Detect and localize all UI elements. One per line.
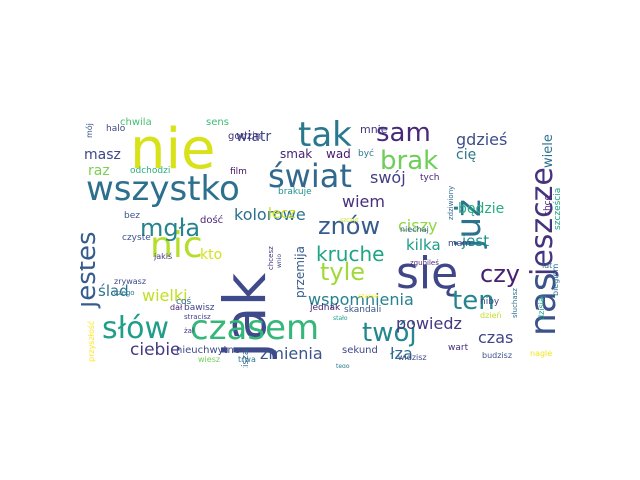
word: wiem [342, 192, 385, 211]
word: być [358, 149, 374, 159]
word: będzie [458, 201, 505, 217]
word: powiedz [396, 314, 462, 333]
word: zrywasz [114, 277, 147, 286]
word: nieuchwytne [176, 345, 240, 356]
word: szczęścia [553, 187, 560, 230]
word: twój [362, 318, 417, 348]
word: godzin [228, 131, 262, 142]
word: nagle [530, 349, 553, 358]
word: niby [480, 297, 500, 307]
word: biegiem [551, 263, 560, 296]
word: skandali [344, 305, 382, 315]
word: wielki [142, 286, 188, 305]
word: świat [268, 157, 352, 195]
word: mgła [140, 214, 201, 242]
word: raz [88, 163, 110, 179]
word: sens [206, 117, 229, 128]
word: wart [448, 343, 469, 353]
word: mnie [360, 123, 388, 136]
word: wszystko [86, 169, 240, 209]
word: dość [200, 215, 224, 226]
word: mój [85, 123, 94, 138]
word: sekund [342, 345, 378, 356]
word: sam [376, 118, 431, 148]
word: brakuje [278, 187, 312, 197]
word: przyszłość [87, 320, 96, 362]
word: przemija [293, 246, 307, 298]
word: odchodzi [130, 166, 171, 176]
word: budzisz [482, 351, 513, 360]
word: coś [176, 297, 192, 307]
word: łza [390, 344, 413, 363]
word: trwa [238, 355, 256, 364]
word: wiele [541, 134, 556, 168]
word: nic [150, 225, 203, 266]
word: czyste [122, 233, 151, 243]
word: masz [84, 147, 121, 163]
word: ciszy [398, 216, 438, 235]
word: znów [318, 212, 381, 240]
word: halo [106, 124, 126, 134]
word: zgubileś [410, 259, 439, 267]
word: żal [184, 327, 194, 335]
word: ten [452, 286, 495, 316]
word: tak [298, 115, 352, 155]
word: zmienia [260, 344, 323, 363]
word: gdzieś [456, 130, 508, 149]
word: tego [336, 363, 350, 369]
word: kilka [406, 236, 441, 254]
word-cloud: nie jak się wszystko czasem świat tak ju… [80, 108, 560, 368]
word: dał [170, 303, 183, 312]
word: chwila [120, 117, 152, 128]
word: jest [462, 232, 490, 250]
word: stracisz [184, 313, 211, 321]
word: bawisz [184, 303, 215, 313]
word: dzień [480, 311, 502, 320]
word: słuchasz [511, 288, 519, 318]
word: czego [114, 289, 135, 297]
word: wiesz [198, 355, 221, 364]
word: wnio [276, 253, 283, 268]
word: swój [370, 168, 406, 187]
word: wad [326, 147, 351, 161]
word: ślad [98, 282, 129, 300]
word: nie [130, 117, 216, 182]
word: lat [542, 261, 553, 270]
word: chcesz [267, 246, 275, 270]
word: smak [280, 147, 313, 161]
word: jakiś [154, 252, 173, 261]
word: wspomnienia [308, 290, 414, 309]
word: cię [456, 147, 477, 163]
word: mam [448, 239, 472, 249]
word: tyle [320, 258, 366, 286]
word: zdziwiony [447, 185, 455, 220]
word: czasem [190, 308, 320, 348]
word: szczyt [340, 217, 359, 224]
word: się [396, 248, 459, 299]
word: tych [420, 173, 440, 183]
word: czy [480, 260, 520, 288]
word: niechaj [400, 225, 429, 234]
word: wiatr [236, 129, 272, 145]
word: kolorowe [234, 205, 306, 224]
word: ciebie [130, 340, 181, 360]
word: jesteś [80, 231, 102, 308]
word: dzisiaj [537, 294, 546, 320]
word: jednak [310, 303, 341, 313]
word: kto [200, 247, 223, 263]
word: kruche [316, 242, 385, 266]
word: bez [124, 211, 140, 221]
word: brak [380, 146, 439, 176]
word: czas [478, 328, 514, 347]
word: słów [102, 311, 170, 346]
word: film [230, 167, 247, 177]
word: lecz [268, 206, 296, 222]
word: szanse [358, 293, 379, 300]
word: stało [333, 315, 348, 322]
word: cisza [241, 349, 251, 368]
word: widzisz [398, 353, 427, 362]
word: chcę [543, 194, 553, 216]
